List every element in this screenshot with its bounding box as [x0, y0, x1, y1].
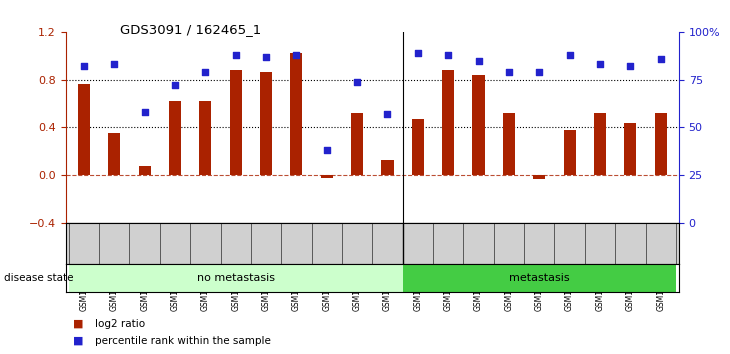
- Text: ■: ■: [73, 319, 83, 329]
- Text: log2 ratio: log2 ratio: [95, 319, 145, 329]
- Point: [382, 111, 393, 117]
- Point: [351, 79, 363, 84]
- Point: [655, 56, 666, 62]
- Bar: [533, 175, 545, 179]
- Bar: [472, 75, 485, 175]
- Point: [412, 50, 423, 56]
- Point: [534, 69, 545, 75]
- Point: [473, 58, 485, 63]
- Point: [169, 82, 181, 88]
- Point: [594, 62, 606, 67]
- Point: [442, 52, 454, 58]
- Point: [291, 52, 302, 58]
- Point: [260, 54, 272, 59]
- Bar: [594, 113, 606, 175]
- Text: GDS3091 / 162465_1: GDS3091 / 162465_1: [120, 23, 261, 36]
- Bar: [230, 70, 242, 175]
- Bar: [624, 123, 637, 175]
- Point: [199, 69, 211, 75]
- Bar: [199, 101, 212, 175]
- Point: [624, 63, 636, 69]
- Text: percentile rank within the sample: percentile rank within the sample: [95, 336, 271, 346]
- Point: [109, 62, 120, 67]
- Bar: [139, 166, 150, 175]
- Text: disease state: disease state: [4, 273, 73, 283]
- Point: [139, 109, 150, 115]
- Bar: [442, 70, 454, 175]
- Bar: [260, 73, 272, 175]
- Text: ■: ■: [73, 336, 83, 346]
- Point: [78, 63, 90, 69]
- Bar: [69, 264, 403, 292]
- Point: [230, 52, 242, 58]
- Bar: [503, 113, 515, 175]
- Bar: [291, 53, 302, 175]
- Point: [321, 148, 333, 153]
- Text: metastasis: metastasis: [509, 273, 569, 283]
- Bar: [351, 113, 364, 175]
- Bar: [403, 264, 676, 292]
- Point: [564, 52, 575, 58]
- Bar: [412, 119, 424, 175]
- Text: no metastasis: no metastasis: [196, 273, 274, 283]
- Bar: [169, 101, 181, 175]
- Bar: [655, 113, 666, 175]
- Point: [503, 69, 515, 75]
- Bar: [78, 85, 90, 175]
- Bar: [320, 175, 333, 178]
- Bar: [564, 130, 576, 175]
- Bar: [108, 133, 120, 175]
- Bar: [381, 160, 393, 175]
